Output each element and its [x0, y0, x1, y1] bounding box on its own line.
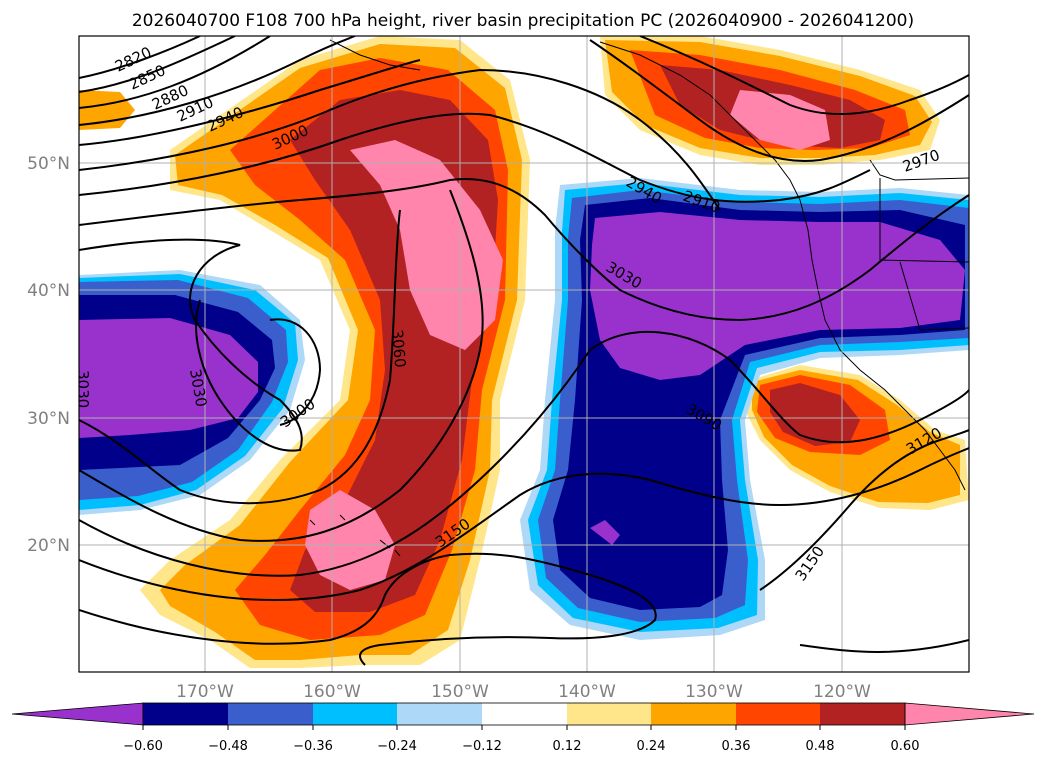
lat-label-20n: 20°N	[27, 536, 70, 556]
latitude-labels: 50°N 40°N 30°N 20°N	[27, 154, 70, 556]
lat-label-50n: 50°N	[27, 154, 70, 174]
map-panel: 2820 2850 2880 2910 2940 3000 2940 2910 …	[74, 36, 969, 672]
colorbar-segment-3	[313, 703, 397, 725]
map-frame	[78, 35, 970, 673]
colorbar-ticks	[142, 725, 906, 730]
colorbar-label-3: −0.24	[377, 739, 417, 754]
colorbar-label-7: 0.36	[722, 739, 751, 754]
longitude-labels: 170°W 160°W 150°W 140°W 130°W 120°W	[176, 682, 871, 702]
colorbar-segment-10	[904, 702, 1035, 726]
negative-pc-west	[79, 270, 305, 515]
colorbar-segment-5	[482, 703, 567, 725]
colorbar-label-1: −0.48	[208, 739, 248, 754]
lon-label-170w: 170°W	[176, 682, 234, 702]
map-title: 2026040700 F108 700 hPa height, river ba…	[132, 11, 914, 31]
colorbar-segment-4	[397, 703, 482, 725]
positive-pc-southeast	[745, 365, 969, 510]
colorbar-segment-9	[820, 703, 905, 725]
colorbar-label-8: 0.48	[806, 739, 835, 754]
colorbar-segment-1	[143, 703, 228, 725]
positive-pc-northeast	[600, 36, 940, 165]
colorbar-segment-2	[228, 703, 313, 725]
colorbar-frame	[142, 702, 906, 726]
lon-label-140w: 140°W	[558, 682, 616, 702]
colorbar-label-5: 0.12	[553, 739, 582, 754]
colorbar: −0.60 −0.48 −0.36 −0.24 −0.12 0.12 0.24 …	[11, 702, 1035, 754]
height-contours	[79, 36, 969, 666]
colorbar-label-9: 0.60	[891, 739, 920, 754]
coastlines	[309, 39, 969, 557]
lon-label-160w: 160°W	[303, 682, 361, 702]
contour-label-3030-edge: 3030	[74, 370, 92, 408]
colorbar-label-2: −0.36	[293, 739, 333, 754]
colorbar-label-6: 0.24	[637, 739, 666, 754]
colorbar-segment-0	[11, 702, 144, 726]
lat-label-30n: 30°N	[27, 409, 70, 429]
contour-label-3060: 3060	[388, 329, 409, 369]
negative-pc-central-east	[520, 178, 969, 640]
colorbar-label-4: −0.12	[462, 739, 502, 754]
lon-label-120w: 120°W	[813, 682, 871, 702]
colorbar-segment-8	[736, 703, 820, 725]
colorbar-segment-7	[651, 703, 736, 725]
colorbar-label-0: −0.60	[123, 739, 163, 754]
positive-pc-central-band	[140, 36, 530, 668]
lat-label-40n: 40°N	[27, 281, 70, 301]
colorbar-segment-6	[567, 703, 651, 725]
lon-label-150w: 150°W	[431, 682, 489, 702]
lon-label-130w: 130°W	[685, 682, 743, 702]
